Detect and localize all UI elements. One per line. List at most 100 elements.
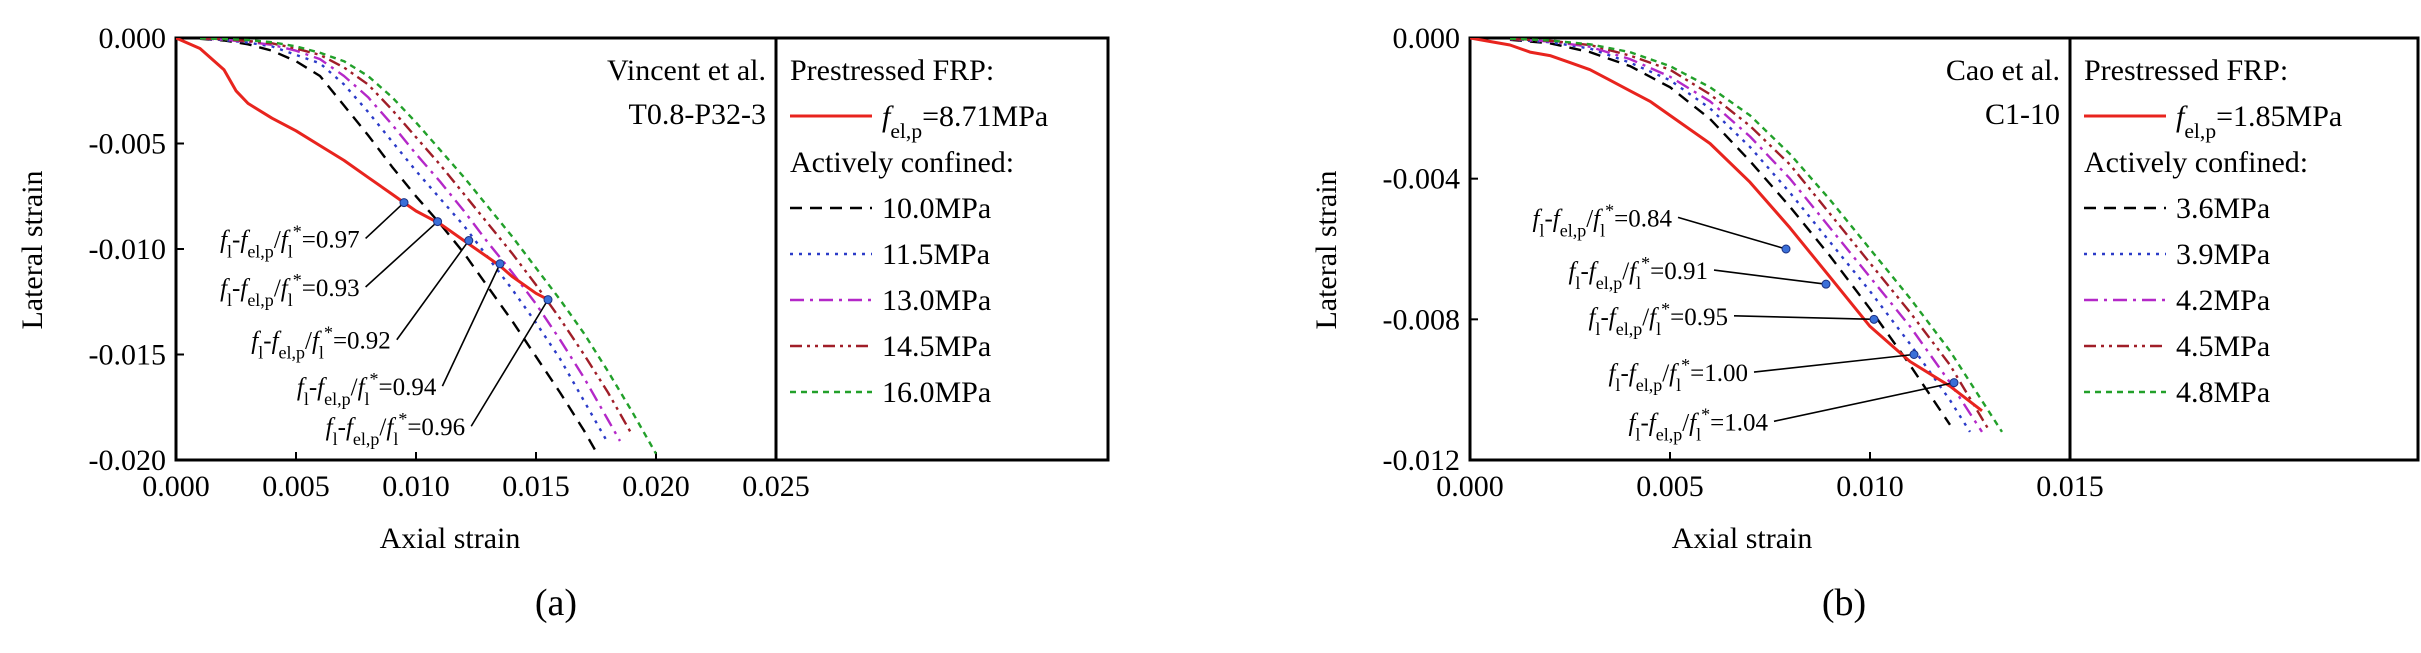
callout-label-part: l [319,343,324,363]
callout-label-part: / [1662,360,1669,387]
x-tick-label: 0.005 [1636,470,1704,503]
callout-leader [1733,315,1875,321]
callout-label-part: / [1586,205,1593,232]
x-tick-label: 0.010 [1836,470,1904,503]
legend-entry-label-part: 3.9MPa [2176,238,2270,271]
data-marker [1821,279,1831,289]
panel-annotation: Cao et al. [1946,54,2060,87]
callout-label-part: el,p [1560,220,1587,240]
callout-label-part: l [365,389,370,409]
legend-entry-label-part: 4.5MPa [2176,330,2270,363]
legend-entry-label-part: =8.71MPa [922,100,1048,133]
data-marker [399,198,409,208]
callout-label: fl-fel,p/fl*=0.96 [326,409,466,449]
legend-entry-label-part: 16.0MPa [882,376,991,409]
legend-group-title: Prestressed FRP: [2084,54,2288,87]
callout-label-part: / [1642,304,1649,331]
callout-label-part: / [351,374,358,401]
data-marker [495,259,505,269]
y-axis-label: Lateral strain [1310,170,1343,329]
panel-a: 0.000 0.005 0.010 0.015 0.020 0.025 0.000 -0.00… [16,22,1110,624]
callout-label-part: l [1595,319,1600,339]
callout-label-part: f [1629,360,1639,387]
panel-caption: (b) [1822,582,1866,624]
callout-label-part: f [272,328,282,355]
series-line [1509,38,1972,433]
x-axis-label: Axial strain [1672,522,1813,555]
series-line [199,38,634,436]
legend-entry-label: 4.8MPa [2176,376,2270,409]
callout-label-part: f [1669,360,1679,387]
callout-label-part: f [281,275,291,302]
callout-label-part: f [240,275,250,302]
callout-label-part: * [1701,404,1710,424]
callout-label-part: * [398,409,407,429]
series-line [199,38,610,444]
callout-label-part: el,p [279,343,306,363]
callout-leader [396,240,470,341]
callout-label-part: l [1696,424,1701,444]
plot-frame [1468,36,2420,462]
callout-label: fl-fel,p/fl*=0.91 [1568,253,1708,293]
y-tick-label: -0.005 [89,128,167,161]
y-tick-label: -0.008 [1383,303,1461,336]
panel-annotation: Vincent et al. [607,54,766,87]
legend-entry-label-part: el,p [890,119,922,143]
y-tick-label: -0.015 [89,339,167,372]
callout-label-part: f [251,328,261,355]
callout-label-part: f [1628,409,1638,436]
callout-label-part: f [1609,304,1619,331]
x-tick-label: 0.000 [1436,470,1504,503]
callout-label-part: / [379,414,386,441]
callout-label-part: el,p [247,241,274,261]
panel-annotation: C1-10 [1985,98,2060,131]
callout-label-part: el,p [353,429,380,449]
callout-label-part: l [227,241,232,261]
legend-entry-label: 4.5MPa [2176,330,2270,363]
legend-entry-label-part: 13.0MPa [882,284,991,317]
callout-label-part: / [274,275,281,302]
callout-label-part: l [288,290,293,310]
callout-label-part: * [1605,200,1614,220]
callout-label-part: * [1641,253,1650,273]
callout-label-part: - [309,374,317,401]
series-line [199,38,622,442]
callout-label-part: l [1539,220,1544,240]
callout-leader [441,263,501,387]
callout-label-part: - [263,328,271,355]
legend-entry-label-part: 4.2MPa [2176,284,2270,317]
callout-label-part: * [293,270,302,290]
legend-group-title: Prestressed FRP: [790,54,994,87]
data-marker [464,236,474,246]
legend-entry-label-part: =1.85MPa [2216,100,2342,133]
callout-label-part: l [333,429,338,449]
data-marker [1949,378,1959,388]
callout-label-part: - [338,414,346,441]
series-line [1470,38,1983,412]
callout-label: fl-fel,p/fl*=0.95 [1588,299,1728,339]
data-marker [433,217,443,227]
callout-label-part: el,p [247,290,274,310]
y-tick-label: -0.004 [1383,163,1461,196]
legend-entry-label-part: 11.5MPa [882,238,990,271]
callout-label-part: f [297,374,307,401]
callout-label-part: f [281,226,291,253]
legend-entry-label-part: 3.6MPa [2176,192,2270,225]
x-tick-label: 0.005 [262,470,330,503]
callout-label-part: f [1553,205,1563,232]
callout-label-part: f [326,414,336,441]
callout-label-part: / [305,328,312,355]
legend-entry-label: 13.0MPa [882,284,991,317]
x-tick-label: 0.015 [2036,470,2104,503]
callout-leader [1753,353,1915,373]
callout-label-part: / [1622,258,1629,285]
callout-label-part: l [1635,424,1640,444]
callout-label: fl-fel,p/fl*=0.92 [251,323,391,363]
y-tick-label: -0.010 [89,233,167,266]
callout-label-part: l [304,389,309,409]
callout-label-part: l [288,241,293,261]
legend-entry-label-part: el,p [2184,119,2216,143]
callout-leader [365,201,405,240]
callout-label: fl-fel,p/fl*=1.04 [1628,404,1768,444]
callout-label-part: l [1575,273,1580,293]
